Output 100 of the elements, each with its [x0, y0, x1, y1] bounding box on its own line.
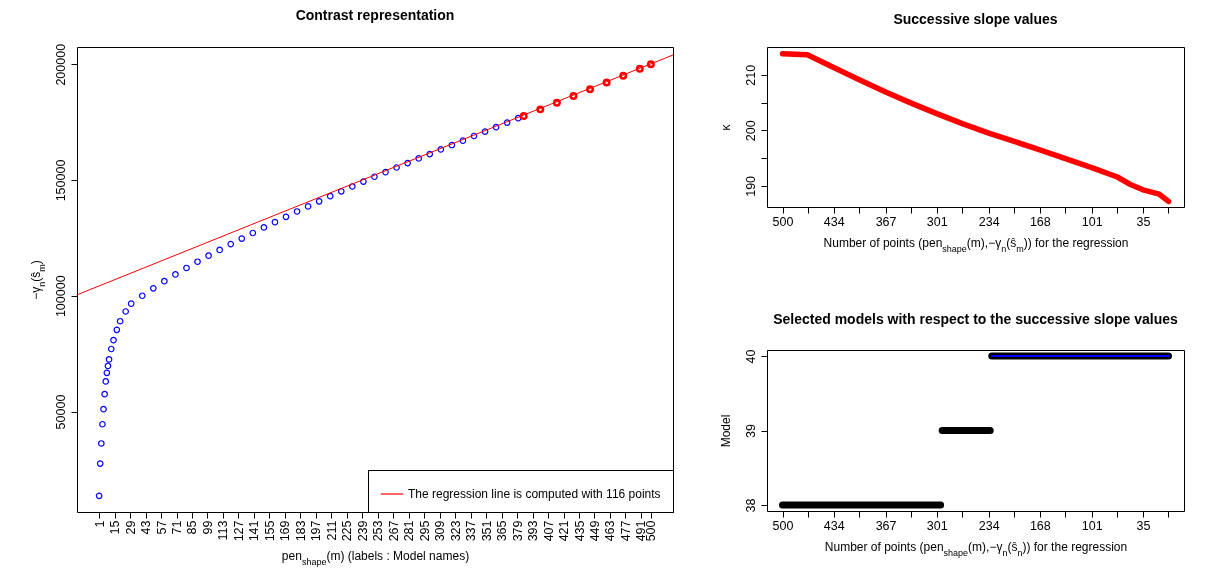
x-tick-label: 421 — [557, 520, 572, 542]
x-tick-label: 407 — [541, 520, 556, 542]
point — [619, 71, 628, 80]
x-tick-label: 35 — [1136, 214, 1151, 229]
point — [161, 277, 168, 285]
x-tick-label: 449 — [587, 520, 602, 542]
x-tick-label: 379 — [510, 520, 525, 542]
point — [116, 317, 124, 325]
x-tick-label: 101 — [1081, 214, 1103, 229]
x-axis-title: Number of points (pen$_{shape}$(m),−γ$_{n}$(ŝ$_{m}$)) for the regression — [823, 236, 1129, 254]
x-tick-label: 351 — [479, 520, 494, 542]
y-tick-label: 100000 — [53, 275, 68, 318]
x-tick-label: 253 — [371, 520, 386, 542]
point — [337, 188, 345, 195]
point — [172, 271, 179, 278]
point — [360, 178, 367, 185]
x-tick-label: 183 — [293, 520, 308, 542]
x-tick-label: 15 — [108, 520, 123, 535]
x-tick-label: 367 — [875, 214, 897, 229]
point — [586, 85, 595, 94]
point — [227, 240, 235, 248]
x-tick-label: 35 — [1136, 518, 1151, 533]
x-tick-label: 477 — [618, 520, 633, 542]
point — [100, 405, 107, 413]
x-tick-label: 301 — [926, 214, 948, 229]
x-tick-label: 234 — [978, 518, 1000, 533]
x-tick-label: 234 — [978, 214, 1000, 229]
point — [481, 128, 489, 135]
point — [107, 345, 115, 353]
point — [646, 60, 655, 69]
point — [238, 235, 246, 242]
point — [437, 146, 445, 153]
y-tick-label: 150000 — [53, 159, 68, 202]
x-tick-label: 57 — [154, 520, 169, 535]
point — [282, 213, 290, 221]
x-tick-label: 435 — [572, 520, 587, 542]
point — [110, 336, 117, 344]
x-tick-label: 500 — [644, 520, 659, 542]
point — [315, 197, 323, 205]
point — [552, 98, 561, 107]
point — [105, 356, 113, 363]
point — [216, 246, 223, 254]
point — [104, 362, 112, 370]
point — [183, 264, 190, 272]
x-axis-title: pen$_{shape}$(m) (labels : Model names) — [281, 549, 470, 568]
point — [415, 155, 423, 162]
point — [393, 164, 400, 171]
x-tick-label: 101 — [1081, 518, 1103, 533]
chart-title: Successive slope values — [893, 11, 1058, 27]
point — [95, 492, 103, 500]
point — [99, 420, 106, 428]
x-tick-label: 295 — [417, 520, 432, 542]
point — [127, 300, 135, 307]
x-tick-label: 225 — [340, 520, 355, 542]
y-axis-title: Model — [718, 414, 733, 448]
x-tick-label: 500 — [772, 518, 794, 533]
point — [205, 252, 212, 260]
x-tick-label: 301 — [926, 518, 948, 533]
x-tick-label: 281 — [402, 520, 417, 542]
point — [138, 292, 146, 300]
x-tick-label: 127 — [231, 520, 246, 542]
point — [503, 119, 511, 126]
y-tick-label: 38 — [743, 498, 758, 513]
point — [459, 137, 467, 144]
y-tick-label: 190 — [743, 175, 758, 197]
point — [348, 183, 356, 190]
y-axis-title: κ — [718, 123, 733, 131]
x-tick-label: 169 — [278, 520, 293, 542]
x-tick-label: 211 — [324, 520, 339, 541]
point — [404, 159, 411, 167]
y-tick-label: 210 — [743, 64, 758, 86]
x-tick-label: 1 — [92, 520, 107, 528]
x-tick-label: 323 — [448, 520, 463, 542]
x-tick-label: 71 — [170, 520, 185, 535]
x-tick-label: 367 — [875, 518, 897, 533]
point — [101, 390, 108, 398]
x-axis-title: Number of points (pen$_{shape}$(m),−γ$_{n}$(ŝ$_{n}$)) for the regression — [824, 540, 1128, 558]
x-tick-label: 141 — [247, 520, 262, 542]
point — [103, 369, 111, 377]
y-tick-label: 40 — [743, 349, 758, 364]
x-tick-label: 85 — [185, 520, 200, 535]
x-tick-label: 393 — [526, 520, 541, 542]
x-tick-label: 168 — [1029, 214, 1051, 229]
x-tick-label: 239 — [355, 520, 370, 542]
x-tick-label: 309 — [433, 520, 448, 542]
x-tick-label: 267 — [386, 520, 401, 542]
chart-title: Selected models with respect to the successive slope values — [773, 311, 1179, 328]
point — [635, 64, 644, 73]
point — [304, 203, 312, 210]
x-tick-label: 463 — [603, 520, 618, 542]
point — [149, 285, 157, 292]
point — [260, 224, 268, 231]
chart-title: Contrast representation — [295, 7, 455, 24]
x-tick-label: 197 — [309, 520, 324, 542]
x-tick-label: 155 — [262, 520, 277, 542]
x-tick-label: 99 — [200, 520, 215, 535]
x-tick-label: 113 — [216, 520, 231, 541]
x-tick-label: 434 — [823, 518, 845, 533]
point — [97, 440, 105, 447]
x-tick-label: 29 — [123, 520, 138, 535]
